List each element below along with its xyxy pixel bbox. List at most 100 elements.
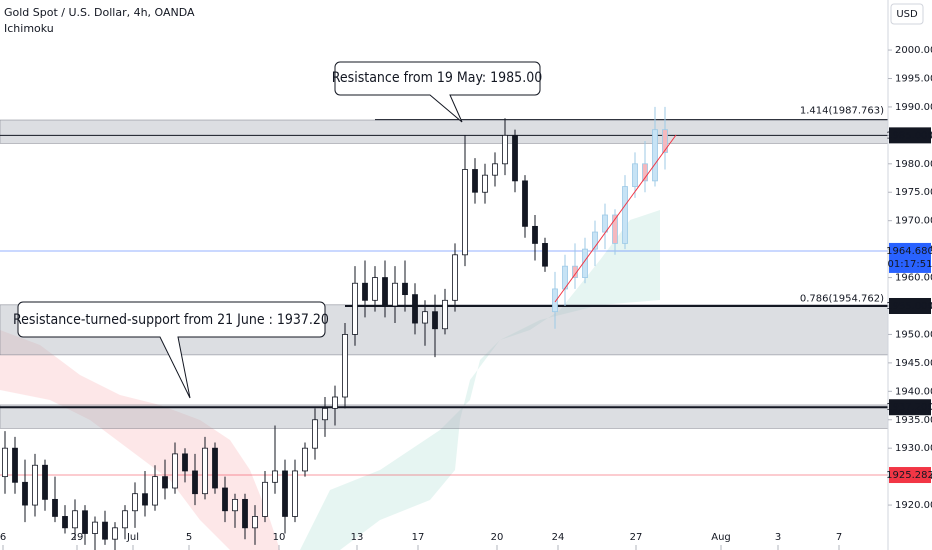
candle-body [32, 464, 38, 506]
price-label: 1985.000 [886, 130, 932, 141]
x-tick-label: 29 [71, 532, 84, 543]
candle-body [542, 243, 548, 267]
y-tick-label: 1995.000 [895, 73, 932, 84]
candle-body [372, 277, 378, 301]
candle-body [222, 487, 228, 512]
y-tick-label: 1935.000 [895, 415, 932, 426]
candle-body [472, 169, 478, 193]
candle-body [302, 447, 308, 472]
callout: Resistance from 19 May: 1985.00 [332, 61, 542, 123]
candle-body [342, 334, 348, 398]
price-label-box [889, 242, 931, 273]
candle-body [262, 481, 268, 517]
ichimoku-cloud-green [300, 210, 660, 550]
candle-body [52, 498, 58, 517]
candle-body [322, 407, 328, 421]
candle-body [662, 129, 668, 153]
candle-body [412, 294, 418, 324]
candle-body [592, 231, 598, 250]
candle-body [492, 163, 498, 176]
fib-label: 0.786(1954.762) [800, 293, 884, 304]
candle-body [192, 470, 198, 495]
x-tick-label: Jul [126, 532, 139, 543]
y-tick-label: 1920.000 [895, 500, 932, 511]
candle-body [132, 493, 138, 512]
candle-body [272, 470, 278, 483]
candle-body [42, 464, 48, 500]
candle-body [242, 498, 248, 529]
candle-body [162, 476, 168, 489]
x-tick-label: 5 [186, 532, 192, 543]
y-tick-label: 2000.000 [895, 45, 932, 56]
candle-body [642, 163, 648, 182]
y-tick-label: 1945.000 [895, 358, 932, 369]
candle-body [422, 311, 428, 324]
y-tick-label: 1960.000 [895, 273, 932, 284]
levels [0, 119, 888, 476]
candle-body [432, 311, 438, 330]
candle-body [2, 447, 8, 478]
callout-box [334, 61, 541, 123]
plot-area [0, 210, 660, 550]
chart-subtitle: Ichimoku [4, 22, 54, 35]
callout: Resistance-turned-support from 21 June :… [13, 301, 329, 399]
y-tick-label: 1975.000 [895, 187, 932, 198]
x-tick-label: 6 [0, 532, 6, 543]
candle-body [202, 447, 208, 495]
header: Gold Spot / U.S. Dollar, 4h, OANDA Ichim… [4, 6, 195, 35]
currency-button[interactable] [890, 3, 924, 25]
candle-body [282, 470, 288, 517]
callout-text: Resistance-turned-support from 21 June :… [13, 312, 329, 328]
x-tick-label: 24 [552, 532, 565, 543]
chart-title: Gold Spot / U.S. Dollar, 4h, OANDA [4, 6, 195, 19]
price-label: 1925.282 [886, 470, 932, 481]
candle-body [552, 288, 558, 313]
candle-body [502, 134, 508, 165]
candle-body [252, 516, 258, 529]
candle-body [482, 174, 488, 193]
candle-body [522, 180, 528, 227]
price-label: 1964.680 [886, 246, 932, 257]
candle-body [172, 453, 178, 489]
candle-body [462, 169, 468, 256]
candle-body [102, 521, 108, 540]
candle-body [652, 129, 658, 182]
callout-text: Resistance from 19 May: 1985.00 [332, 70, 542, 86]
price-label-box [889, 297, 931, 314]
y-tick-label: 1980.000 [895, 159, 932, 170]
y-tick-label: 1990.000 [895, 102, 932, 113]
candle-body [392, 282, 398, 307]
candle-body [292, 470, 298, 517]
currency-label: USD [896, 9, 918, 20]
x-tick-label: 20 [491, 532, 504, 543]
candle-body [142, 493, 148, 506]
y-tick-label: 1970.000 [895, 216, 932, 227]
candle-body [92, 521, 98, 534]
zones [0, 119, 888, 429]
price-label: 1937.200 [886, 402, 932, 413]
zone [0, 119, 888, 144]
candle-body [232, 498, 238, 512]
ichimoku-cloud-red [0, 330, 280, 550]
x-tick-label: 13 [351, 532, 364, 543]
candle-body [12, 447, 18, 483]
price-label: 1955.000 [886, 301, 932, 312]
candle-body [312, 419, 318, 449]
candle-body [332, 396, 338, 409]
candle-body [632, 163, 638, 187]
trend-line [554, 134, 677, 303]
x-tick-label: 17 [412, 532, 425, 543]
x-tick-label: 10 [273, 532, 286, 543]
candle-body [82, 510, 88, 534]
candles [2, 106, 668, 550]
y-axis-panel [888, 0, 932, 550]
countdown-label: 01:17:51 [888, 259, 932, 270]
candle-body [62, 516, 68, 529]
y-tick-label: 1950.000 [895, 329, 932, 340]
candle-body [612, 214, 618, 244]
price-label-box [889, 399, 931, 416]
candle-body [572, 265, 578, 278]
y-tick-label: 1930.000 [895, 443, 932, 454]
